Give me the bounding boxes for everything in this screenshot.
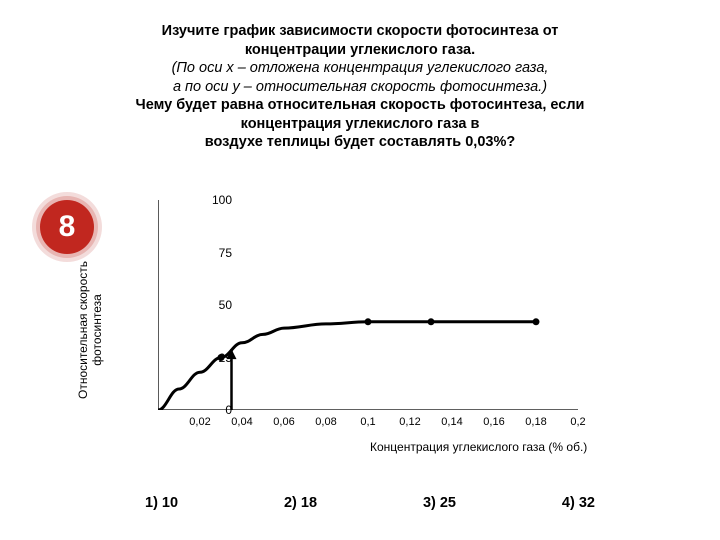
title-line: концентрация углекислого газа в bbox=[70, 115, 650, 134]
x-tick-label: 0,08 bbox=[315, 416, 336, 428]
y-axis-label: Относительная скоростьфотосинтеза bbox=[76, 261, 104, 399]
y-tick-label: 50 bbox=[219, 298, 232, 312]
title-line: концентрации углекислого газа. bbox=[70, 41, 650, 60]
answer-option: 4) 32 bbox=[562, 495, 595, 511]
x-tick-label: 0,04 bbox=[231, 416, 252, 428]
answer-option: 3) 25 bbox=[423, 495, 456, 511]
title-line: Чему будет равна относительная скорость … bbox=[70, 96, 650, 115]
answer-option: 2) 18 bbox=[284, 495, 317, 511]
chart: Относительная скоростьфотосинтеза Концен… bbox=[110, 200, 610, 460]
x-tick-label: 0,16 bbox=[483, 416, 504, 428]
y-tick-label: 75 bbox=[219, 246, 232, 260]
y-tick-label: 0 bbox=[225, 403, 232, 417]
x-axis-label: Концентрация углекислого газа (% об.) bbox=[370, 440, 587, 454]
x-tick-label: 0,1 bbox=[360, 416, 375, 428]
x-tick-label: 0,02 bbox=[189, 416, 210, 428]
answer-option: 1) 10 bbox=[145, 495, 178, 511]
question-text: Изучите график зависимости скорости фото… bbox=[0, 0, 720, 158]
x-tick-label: 0,12 bbox=[399, 416, 420, 428]
x-tick-label: 0,2 bbox=[570, 416, 585, 428]
title-line-italic: а по оси у – относительная скорость фото… bbox=[70, 78, 650, 97]
answer-options: 1) 10 2) 18 3) 25 4) 32 bbox=[145, 495, 595, 511]
x-tick-label: 0,18 bbox=[525, 416, 546, 428]
question-number-badge: 8 bbox=[40, 200, 94, 254]
x-tick-label: 0,06 bbox=[273, 416, 294, 428]
y-tick-label: 25 bbox=[219, 351, 232, 365]
title-line: Изучите график зависимости скорости фото… bbox=[70, 22, 650, 41]
x-tick-label: 0,14 bbox=[441, 416, 462, 428]
title-line: воздухе теплицы будет составлять 0,03%? bbox=[70, 133, 650, 152]
badge-number: 8 bbox=[59, 210, 76, 244]
title-line-italic: (По оси х – отложена концентрация углеки… bbox=[70, 59, 650, 78]
y-tick-label: 100 bbox=[212, 193, 232, 207]
